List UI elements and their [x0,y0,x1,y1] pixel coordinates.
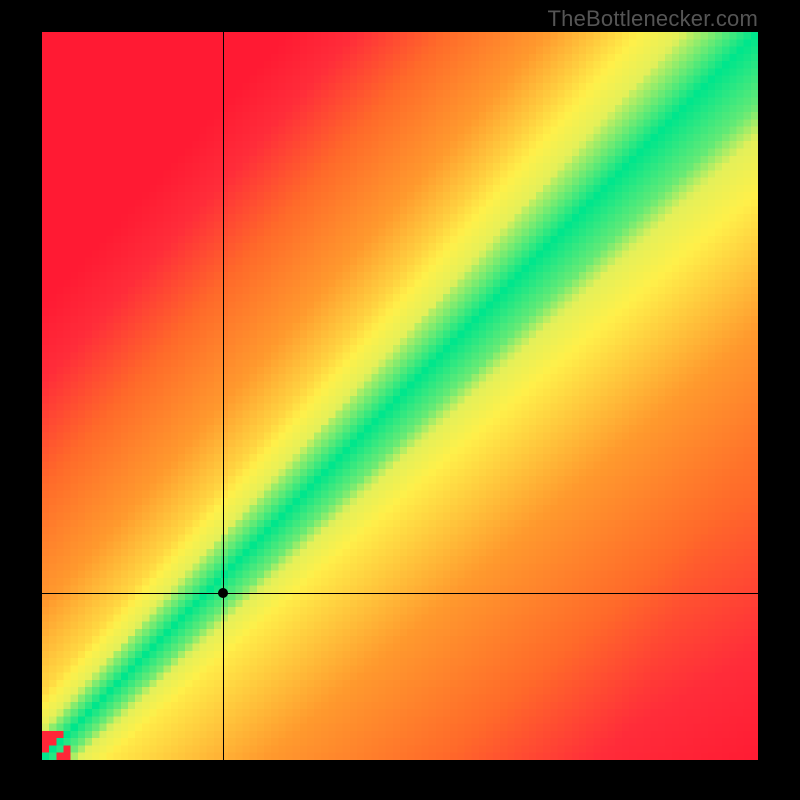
heatmap-canvas [42,32,758,760]
crosshair-horizontal [42,593,758,594]
watermark-text: TheBottlenecker.com [548,6,758,32]
bottleneck-heatmap [42,32,758,760]
crosshair-vertical [223,32,224,760]
selection-marker [218,588,228,598]
